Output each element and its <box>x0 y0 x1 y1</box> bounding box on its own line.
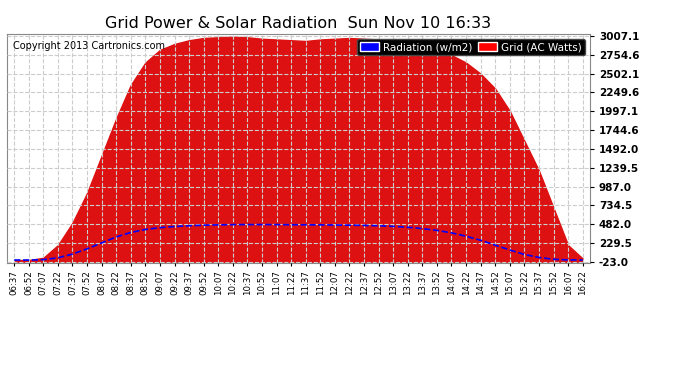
Text: Copyright 2013 Cartronics.com: Copyright 2013 Cartronics.com <box>12 40 165 51</box>
Title: Grid Power & Solar Radiation  Sun Nov 10 16:33: Grid Power & Solar Radiation Sun Nov 10 … <box>106 16 491 31</box>
Legend: Radiation (w/m2), Grid (AC Watts): Radiation (w/m2), Grid (AC Watts) <box>357 39 584 56</box>
